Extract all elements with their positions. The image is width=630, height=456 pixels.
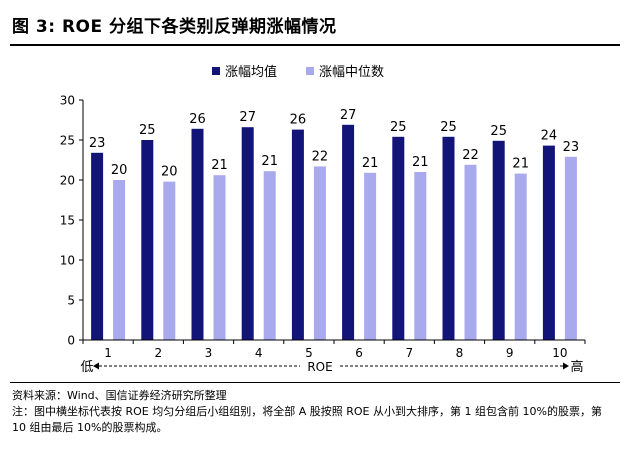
data-label-s1-4: 27 xyxy=(239,110,256,125)
y-tick-label: 10 xyxy=(60,254,75,268)
bar-s2-9 xyxy=(514,173,527,340)
data-label-s1-1: 23 xyxy=(89,136,106,151)
title-divider xyxy=(10,44,620,46)
x-tick-label: 5 xyxy=(305,346,313,360)
bar-s1-5 xyxy=(291,129,304,340)
bar-s1-2 xyxy=(141,140,154,340)
arrow-right-head-icon xyxy=(563,362,569,370)
y-axis: 0 5 10 15 20 25 30 xyxy=(60,94,84,348)
bar-s2-6 xyxy=(364,172,377,340)
x-tick-label: 6 xyxy=(355,346,363,360)
bar-s2-5 xyxy=(313,166,326,340)
bar-s1-8 xyxy=(442,136,455,340)
bar-s2-10 xyxy=(564,156,577,340)
x-tick-label: 10 xyxy=(552,346,567,360)
bar-s1-4 xyxy=(241,127,254,340)
bar-s2-3 xyxy=(213,175,226,340)
data-label-s2-3: 21 xyxy=(211,158,228,173)
x-axis-title: ROE xyxy=(307,360,332,374)
data-label-s2-2: 20 xyxy=(161,165,178,180)
x-tick-label: 2 xyxy=(154,346,162,360)
bar-s1-1 xyxy=(91,152,104,340)
legend-swatch-2 xyxy=(306,67,314,75)
data-label-s1-2: 25 xyxy=(139,123,156,138)
source-note: 资料来源：Wind、国信证券经济研究所整理 xyxy=(12,389,227,402)
bar-s2-1 xyxy=(113,180,126,340)
data-label-s2-1: 20 xyxy=(111,163,128,178)
data-label-s1-6: 27 xyxy=(340,108,357,123)
y-tick-label: 15 xyxy=(60,214,75,228)
footer-divider xyxy=(10,382,620,383)
x-tick-label: 8 xyxy=(456,346,464,360)
bar-s1-3 xyxy=(191,128,204,340)
data-label-s2-8: 22 xyxy=(462,148,479,163)
x-low-label: 低 xyxy=(80,360,93,375)
x-axis: 1 2 3 4 5 6 7 8 9 10 ROE 低 高 xyxy=(80,339,586,375)
data-label-s2-5: 22 xyxy=(312,149,329,164)
bar-s1-7 xyxy=(392,136,405,340)
bar-s2-7 xyxy=(414,172,427,340)
y-tick-label: 20 xyxy=(60,174,75,188)
data-label-s1-9: 25 xyxy=(490,124,507,139)
x-tick-label: 3 xyxy=(205,346,213,360)
legend-swatch-1 xyxy=(212,67,220,75)
data-label-s1-3: 26 xyxy=(189,112,206,127)
data-label-s1-10: 24 xyxy=(541,129,558,144)
data-label-s1-7: 25 xyxy=(390,120,407,135)
legend: 涨幅均值 涨幅中位数 xyxy=(212,64,384,80)
chart-title: 图 3: ROE 分组下各类别反弹期涨幅情况 xyxy=(12,17,337,37)
y-tick-label: 0 xyxy=(67,334,75,348)
bar-s2-4 xyxy=(263,171,276,340)
x-tick-label: 4 xyxy=(255,346,263,360)
x-tick-label: 9 xyxy=(506,346,514,360)
y-tick-label: 30 xyxy=(60,94,75,108)
bar-s2-2 xyxy=(163,181,176,340)
legend-label-1: 涨幅均值 xyxy=(225,64,277,80)
y-tick-label: 25 xyxy=(60,134,75,148)
bar-s1-9 xyxy=(492,140,505,340)
data-label-s1-8: 25 xyxy=(440,120,457,135)
bars: 23 20 25 20 26 21 27 21 26 22 27 21 25 21 25 22 25 21 24 23 xyxy=(89,108,579,340)
legend-label-2: 涨幅中位数 xyxy=(319,65,384,80)
x-tick-label: 1 xyxy=(104,346,112,360)
data-label-s2-10: 23 xyxy=(563,140,580,155)
bar-s2-8 xyxy=(464,164,477,340)
x-high-label: 高 xyxy=(570,359,583,375)
bar-s1-6 xyxy=(342,124,355,340)
bar-s1-10 xyxy=(542,145,555,340)
data-label-s1-5: 26 xyxy=(290,113,307,128)
footnote: 注：图中横坐标代表按 ROE 均匀分组后小组组别，将全部 A 股按照 ROE 从… xyxy=(12,405,602,434)
data-label-s2-9: 21 xyxy=(512,157,529,172)
arrow-left-head-icon xyxy=(93,362,99,370)
data-label-s2-7: 21 xyxy=(412,155,429,170)
x-tick-label: 7 xyxy=(405,346,413,360)
y-tick-label: 5 xyxy=(67,294,75,308)
data-label-s2-4: 21 xyxy=(261,154,278,169)
data-label-s2-6: 21 xyxy=(362,156,379,171)
